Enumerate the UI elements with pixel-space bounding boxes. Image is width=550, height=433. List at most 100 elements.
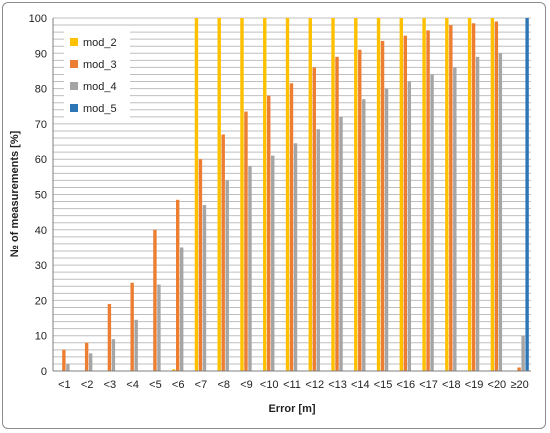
bar-mod_4-1 bbox=[88, 353, 93, 371]
x-tick-label: <12 bbox=[305, 379, 324, 391]
x-tick-label: <9 bbox=[240, 379, 253, 391]
legend-swatch-mod_3 bbox=[70, 60, 78, 68]
bar-mod_3-0 bbox=[62, 349, 66, 371]
x-tick-label: <5 bbox=[149, 379, 162, 391]
y-tick-label: 50 bbox=[35, 190, 47, 202]
bar-mod_3-12 bbox=[335, 56, 339, 372]
x-tick-label: <1 bbox=[58, 379, 71, 391]
bar-mod_4-7 bbox=[225, 180, 229, 371]
x-tick-label: <11 bbox=[283, 379, 301, 391]
legend-swatch-mod_5 bbox=[70, 104, 78, 112]
bar-mod_3-1 bbox=[84, 342, 89, 371]
bar-mod_3-16 bbox=[426, 30, 430, 371]
bar-mod_4-9 bbox=[271, 155, 275, 371]
bar-mod_4-19 bbox=[498, 53, 503, 372]
x-tick-label: <20 bbox=[488, 379, 507, 391]
y-tick-label: 70 bbox=[35, 119, 47, 131]
bar-mod_2-9 bbox=[263, 18, 267, 371]
bar-mod_3-6 bbox=[198, 159, 203, 371]
bar-mod_2-10 bbox=[285, 18, 290, 371]
bar-mod_3-2 bbox=[107, 303, 112, 371]
axes bbox=[52, 18, 531, 372]
bar-mod_3-8 bbox=[244, 111, 248, 372]
bar-mod_3-14 bbox=[380, 40, 385, 371]
bar-mod_3-18 bbox=[471, 23, 476, 371]
bar-mod_2-12 bbox=[331, 18, 335, 371]
x-tick-label: <2 bbox=[81, 379, 94, 391]
bar-mod_2-19 bbox=[490, 18, 495, 371]
legend-swatch-mod_2 bbox=[70, 38, 78, 46]
legend: mod_2 mod_3 mod_4 mod_5 bbox=[64, 30, 130, 120]
bar-mod_3-13 bbox=[358, 49, 362, 372]
legend-label-mod_5: mod_5 bbox=[83, 103, 117, 115]
bar-mod_4-13 bbox=[362, 99, 366, 371]
bar-mod_4-10 bbox=[293, 143, 298, 371]
bar-mod_2-18 bbox=[467, 18, 472, 371]
bar-mod_2-13 bbox=[354, 18, 358, 371]
x-tick-label: <6 bbox=[172, 379, 185, 391]
x-tick-label: <13 bbox=[328, 379, 347, 391]
x-tick-label: <4 bbox=[126, 379, 139, 391]
bar-mod_2-8 bbox=[240, 18, 244, 371]
bar-mod_2-14 bbox=[376, 18, 381, 371]
legend-label-mod_4: mod_4 bbox=[83, 81, 117, 93]
bar-mod_3-19 bbox=[494, 21, 499, 372]
x-tick-label: <15 bbox=[374, 379, 393, 391]
legend-label-mod_2: mod_2 bbox=[83, 37, 117, 49]
bar-mod_3-11 bbox=[312, 67, 316, 372]
bar-mod_2-6 bbox=[194, 18, 199, 371]
bar-mod_4-6 bbox=[202, 205, 207, 371]
bar-mod_4-11 bbox=[316, 129, 320, 371]
bar-mod_3-7 bbox=[221, 134, 225, 371]
bar-mod_5-20 bbox=[525, 18, 529, 371]
x-tick-label: <14 bbox=[351, 379, 370, 391]
x-tick-label: <17 bbox=[419, 379, 438, 391]
y-tick-label: 0 bbox=[41, 366, 47, 378]
x-tick-label: <19 bbox=[465, 379, 484, 391]
bar-mod_4-5 bbox=[179, 247, 184, 371]
bar-mod_3-10 bbox=[289, 83, 294, 372]
x-tick-label: <8 bbox=[217, 379, 230, 391]
bar-mod_2-11 bbox=[308, 18, 312, 371]
x-tick-label: ≥20 bbox=[510, 379, 528, 391]
bar-mod_4-14 bbox=[384, 88, 389, 371]
bar-mod_4-4 bbox=[157, 284, 161, 371]
y-tick-label: 80 bbox=[35, 84, 47, 96]
bar-mod_4-0 bbox=[66, 363, 70, 371]
bars bbox=[62, 18, 529, 372]
bar-mod_4-12 bbox=[339, 116, 343, 371]
bar-mod_4-20 bbox=[521, 335, 525, 371]
y-tick-label: 60 bbox=[35, 154, 47, 166]
bar-mod_3-3 bbox=[130, 282, 134, 371]
x-tick-label: <16 bbox=[396, 379, 415, 391]
bar-mod_4-16 bbox=[430, 74, 434, 371]
bar-mod_4-8 bbox=[248, 166, 252, 371]
bar-mod_4-17 bbox=[453, 67, 457, 372]
y-axis-title: № of measurements [%] bbox=[9, 130, 21, 257]
legend-swatch-mod_4 bbox=[70, 82, 78, 90]
x-axis-title: Error [m] bbox=[268, 403, 315, 415]
x-tick-label: <18 bbox=[442, 379, 461, 391]
bar-mod_4-18 bbox=[475, 56, 480, 372]
y-tick-label: 100 bbox=[29, 13, 47, 25]
y-tick-label: 20 bbox=[35, 295, 47, 307]
y-tick-label: 10 bbox=[35, 331, 47, 343]
bar-mod_3-17 bbox=[449, 25, 453, 372]
x-tick-labels: <1 <2 <3 <4 <5 <6 <7 <8 <9 <10 <11 <12 <13 <14 <15 <16 <… bbox=[58, 379, 529, 391]
bar-mod_3-15 bbox=[403, 35, 408, 372]
bar-mod_3-20 bbox=[517, 367, 521, 371]
y-tick-label: 30 bbox=[35, 260, 47, 272]
bar-mod_2-15 bbox=[399, 18, 404, 371]
bar-mod_2-7 bbox=[217, 18, 221, 371]
x-tick-label: <3 bbox=[104, 379, 117, 391]
bar-mod_4-2 bbox=[111, 339, 116, 371]
x-tick-label: <7 bbox=[195, 379, 208, 391]
bar-mod_2-5 bbox=[171, 369, 176, 371]
bar-mod_3-4 bbox=[153, 229, 157, 371]
x-tick-label: <10 bbox=[260, 379, 279, 391]
bar-mod_2-16 bbox=[422, 18, 426, 371]
y-tick-label: 90 bbox=[35, 48, 47, 60]
bar-mod_4-15 bbox=[407, 81, 412, 371]
legend-label-mod_3: mod_3 bbox=[83, 59, 117, 71]
